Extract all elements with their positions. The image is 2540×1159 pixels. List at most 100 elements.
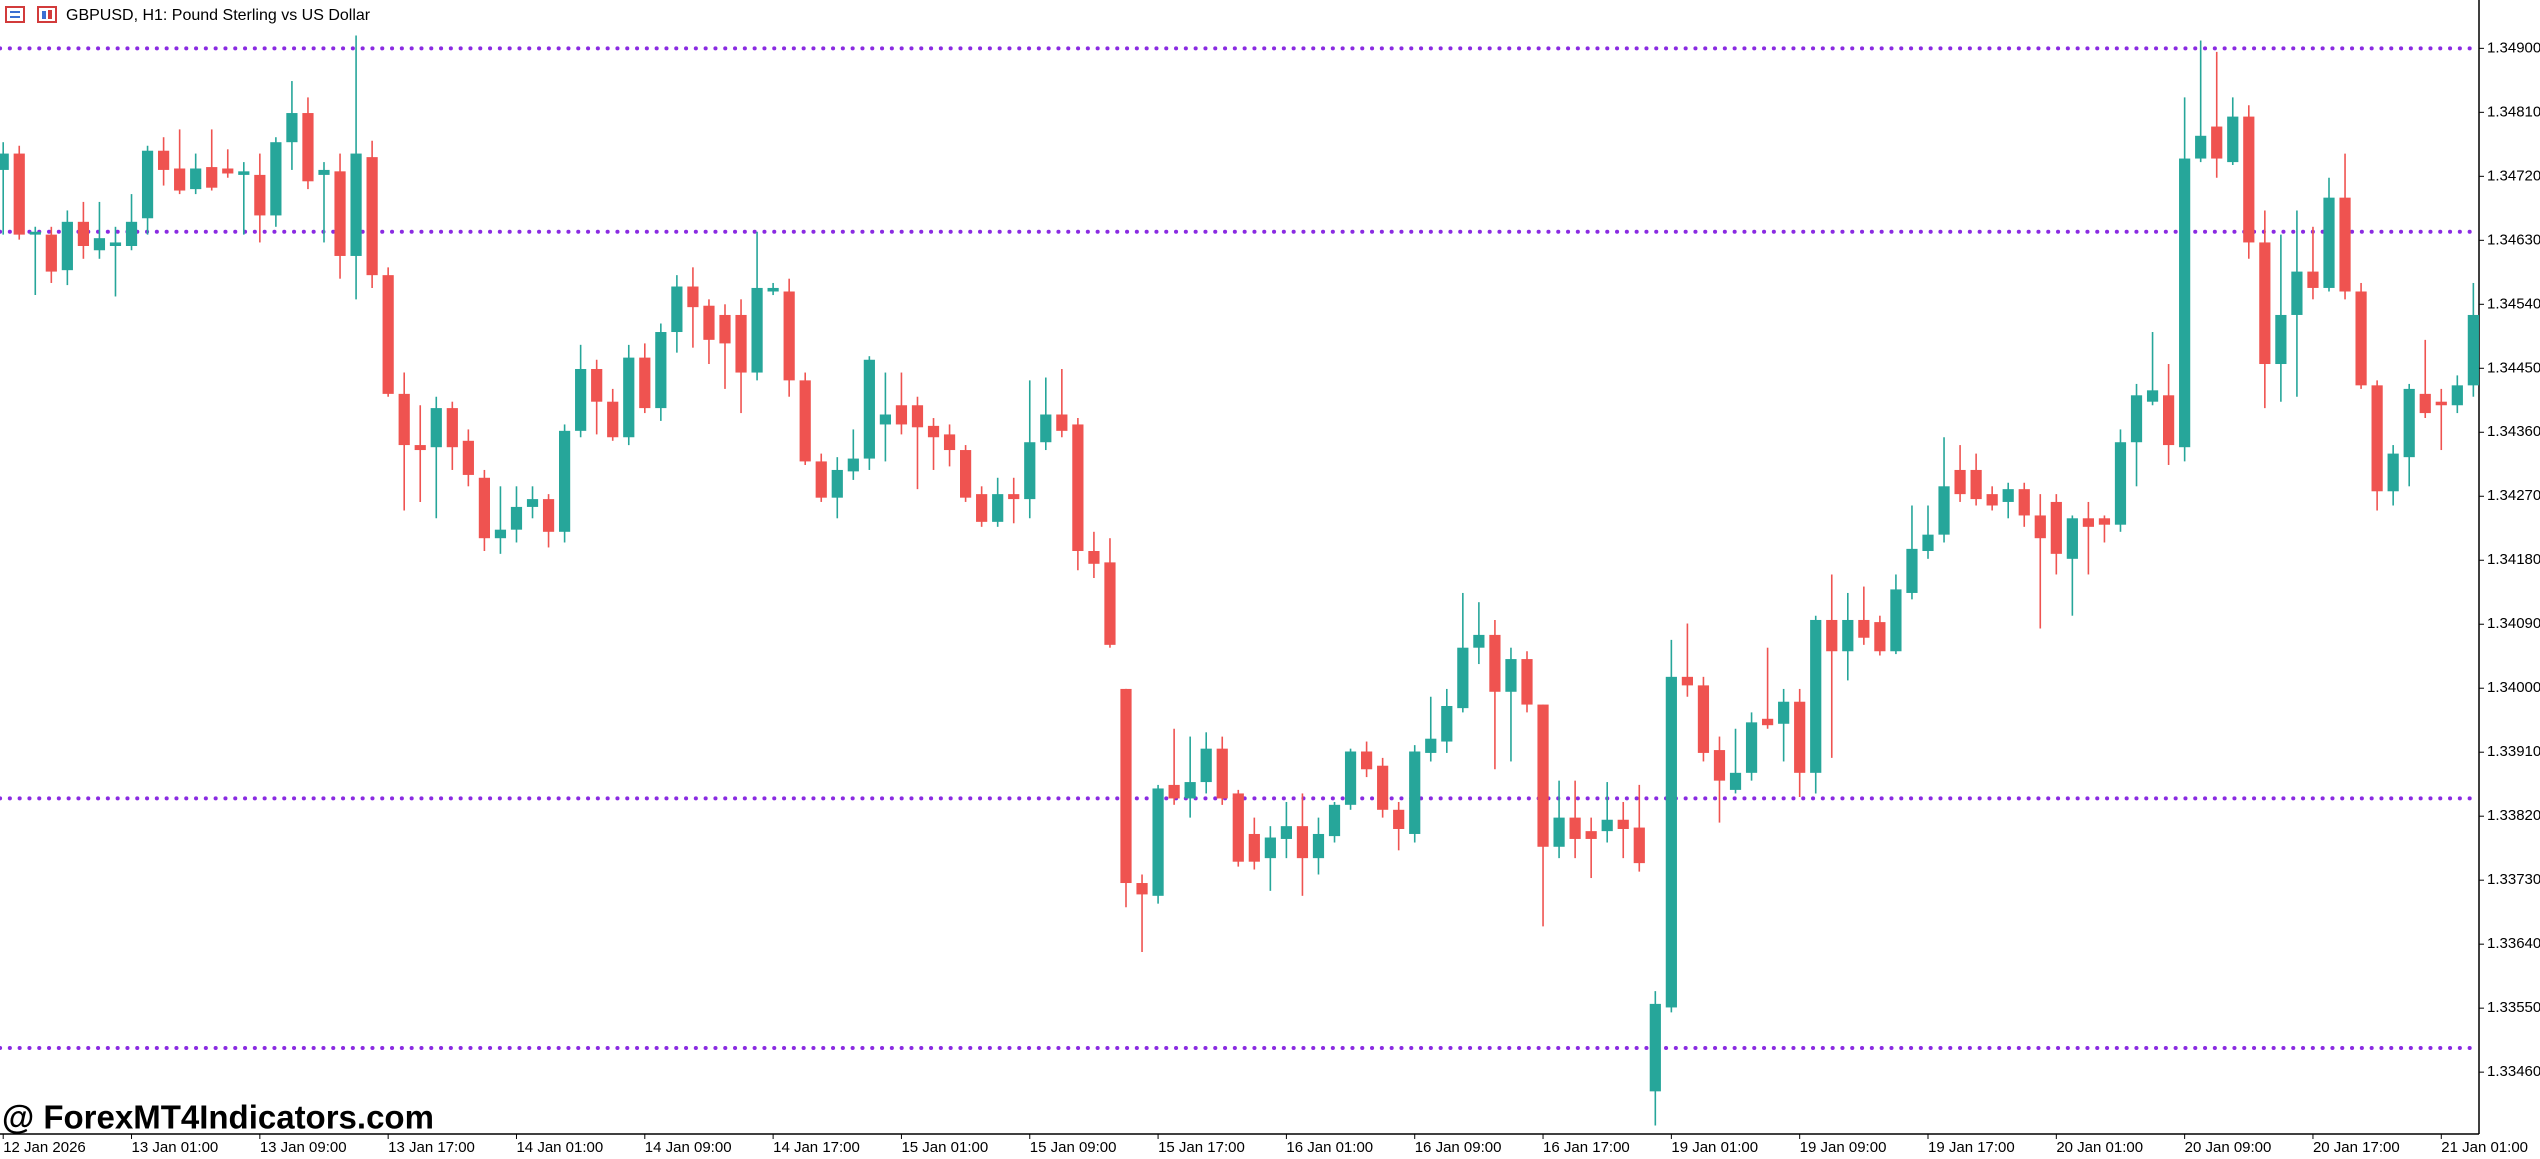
candle-body (2435, 401, 2447, 406)
candle-body (2146, 390, 2159, 402)
candle-body (1088, 551, 1100, 564)
candle-body (2130, 395, 2143, 443)
y-tick-label: 1.34090 (2487, 615, 2540, 632)
candle-body (2179, 158, 2191, 448)
candle-body (190, 168, 202, 190)
candle-body (1441, 705, 1453, 742)
candle-body (703, 305, 715, 340)
candle-body (2243, 116, 2255, 243)
candle-body (1216, 748, 1228, 799)
candle-body (158, 150, 170, 170)
candle-body (1489, 634, 1501, 692)
icon-bar (48, 10, 52, 19)
candle-body (575, 368, 587, 431)
candle-body (45, 234, 57, 272)
candle-body (2467, 314, 2479, 386)
candle-body (719, 314, 731, 344)
candle-body (1457, 647, 1469, 709)
candle-body (318, 169, 330, 175)
x-tick-label: 21 Jan 01:00 (2441, 1139, 2528, 1156)
candle-body (1954, 469, 1966, 495)
y-tick-label: 1.34450 (2487, 359, 2540, 376)
icon (37, 6, 57, 23)
candle-body (398, 393, 410, 446)
candle-body (2307, 271, 2319, 288)
candle-body (2387, 453, 2399, 492)
candle-body (1938, 486, 1950, 535)
candle-body (29, 231, 41, 235)
candle-body (286, 113, 298, 143)
candle-body (655, 332, 667, 409)
x-tick-label: 20 Jan 09:00 (2185, 1139, 2272, 1156)
candle-body (93, 238, 106, 251)
candle-body (1697, 685, 1710, 753)
candle-body (510, 506, 523, 530)
candle-body (591, 368, 603, 402)
candle-body (206, 167, 218, 188)
x-tick-label: 16 Jan 09:00 (1415, 1139, 1502, 1156)
candle-body (2066, 518, 2078, 559)
x-tick-label: 16 Jan 01:00 (1286, 1139, 1373, 1156)
x-tick-label: 13 Jan 17:00 (388, 1139, 475, 1156)
x-tick-label: 20 Jan 17:00 (2313, 1139, 2400, 1156)
candle-body (1425, 738, 1437, 753)
candle-body (1184, 782, 1196, 799)
y-tick-label: 1.34810 (2487, 103, 2540, 120)
candle-body (2403, 388, 2415, 458)
candle-body (1008, 494, 1020, 500)
candle-body (222, 168, 234, 174)
candle-body (976, 494, 988, 522)
candle-body (2018, 489, 2030, 516)
y-tick-label: 1.34180 (2487, 551, 2540, 568)
x-tick-label: 13 Jan 09:00 (260, 1139, 347, 1156)
candle-body (1473, 634, 1485, 648)
candle-body (270, 142, 282, 216)
candle-body (1104, 562, 1116, 645)
candle-body (767, 287, 779, 292)
candle-body (1601, 819, 1613, 832)
candle-body (254, 174, 266, 216)
candle-body (1713, 750, 1726, 781)
candle-body (125, 221, 138, 246)
candle-body (334, 171, 346, 256)
candle-body (1842, 619, 1854, 652)
candle-body (2291, 271, 2303, 315)
candle-body (2355, 291, 2367, 386)
y-tick-label: 1.34360 (2487, 423, 2540, 440)
y-tick-label: 1.33910 (2487, 743, 2540, 760)
candle-body (1393, 809, 1405, 829)
candle-body (1617, 819, 1629, 829)
candle-body (61, 221, 73, 271)
candle-body (302, 113, 314, 182)
candle-body (1922, 534, 1934, 552)
candle-body (1794, 701, 1806, 773)
candle-body (526, 499, 539, 507)
candle-body (1120, 688, 1132, 884)
candle-body (1136, 883, 1148, 895)
candle-body (1585, 831, 1597, 839)
y-tick-label: 1.34270 (2487, 487, 2540, 504)
candle-body (1858, 619, 1870, 638)
candle-body (2211, 126, 2223, 159)
y-tick-label: 1.33730 (2487, 871, 2540, 888)
candle-body (1361, 751, 1373, 770)
x-tick-label: 13 Jan 01:00 (132, 1139, 219, 1156)
x-tick-label: 14 Jan 17:00 (773, 1139, 860, 1156)
candle-body (141, 150, 154, 219)
candle-body (414, 445, 426, 451)
candle-body (1024, 442, 1036, 500)
x-tick-label: 19 Jan 01:00 (1671, 1139, 1758, 1156)
candle-body (2419, 393, 2431, 414)
candle-body (1152, 788, 1164, 896)
candle-body (1762, 718, 1774, 726)
icon-bar (42, 11, 46, 19)
candle-body (1040, 414, 1052, 443)
candle-body (1649, 1003, 1661, 1092)
x-tick-label: 19 Jan 09:00 (1800, 1139, 1887, 1156)
candle-body (478, 477, 490, 539)
candle-body (1681, 676, 1693, 686)
candle-body (1312, 833, 1325, 859)
candle-body (2275, 314, 2287, 365)
candle-body (2227, 116, 2239, 163)
